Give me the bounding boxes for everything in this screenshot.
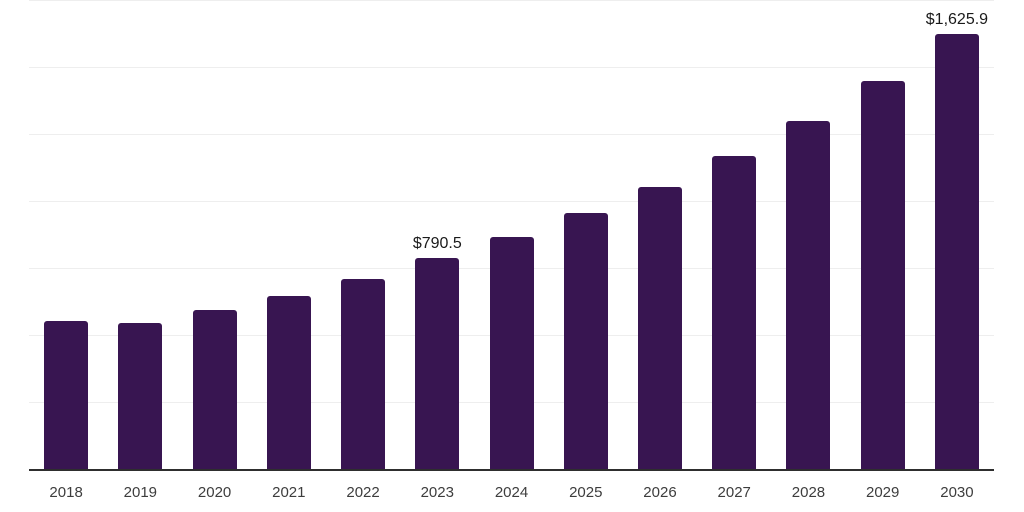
bar-2024 [489,237,534,470]
gridline-1250 [29,134,994,135]
bar-2027 [712,156,757,470]
bar-2029 [860,81,905,470]
x-tick-label-2022: 2022 [346,484,380,501]
bar-slot-2018 [29,0,103,470]
bar-2018 [44,321,89,470]
gridline-1500 [29,67,994,68]
x-tick-label-2025: 2025 [569,484,603,501]
bar-slot-2021 [252,0,326,470]
bar-slot-2026 [623,0,697,470]
x-tick-label-2019: 2019 [123,484,158,501]
x-tick-label-2028: 2028 [791,484,826,501]
x-tick-label-2030: 2030 [940,484,974,501]
bar-2028 [786,121,831,470]
bar-2020 [192,310,237,470]
bar-2022 [341,279,386,470]
bar-slot-2028 [771,0,845,470]
bar-2021 [266,296,311,470]
x-tick-label-2021: 2021 [272,484,306,501]
bar-slot-2020 [177,0,251,470]
bar-slot-2022 [326,0,400,470]
x-axis-line [29,469,994,471]
bar-2023 [415,258,460,470]
x-tick-label-2018: 2018 [49,484,83,501]
x-tick-label-2024: 2024 [494,484,529,501]
bar-2025 [563,213,608,470]
plot-area: $790.5 $1,625.9 [29,0,994,471]
bar-2030 [934,34,979,470]
x-tick-label-2020: 2020 [197,484,232,501]
bar-slot-2019 [103,0,177,470]
gridline-1750 [29,0,994,1]
bar-slot-2025 [549,0,623,470]
bar-slot-2024 [474,0,548,470]
x-axis-labels: 2018 2019 2020 2021 2022 2023 2024 2025 2026 2027… [29,471,994,501]
x-tick-label-2029: 2029 [866,484,900,501]
x-tick-label-2023: 2023 [420,484,454,501]
bar-slot-2030: $1,625.9 [920,0,994,470]
bar-slot-2029 [846,0,920,470]
bar-slot-2023: $790.5 [400,0,474,470]
data-label-2023: $790.5 [412,235,462,252]
x-tick-label-2027: 2027 [717,484,751,501]
gridline-1000 [29,201,994,202]
bars-container: $790.5 $1,625.9 [29,0,994,470]
bar-slot-2027 [697,0,771,470]
data-label-2030: $1,625.9 [925,11,989,28]
x-tick-label-2026: 2026 [643,484,677,501]
bar-2026 [637,187,682,470]
bar-2019 [118,323,163,470]
